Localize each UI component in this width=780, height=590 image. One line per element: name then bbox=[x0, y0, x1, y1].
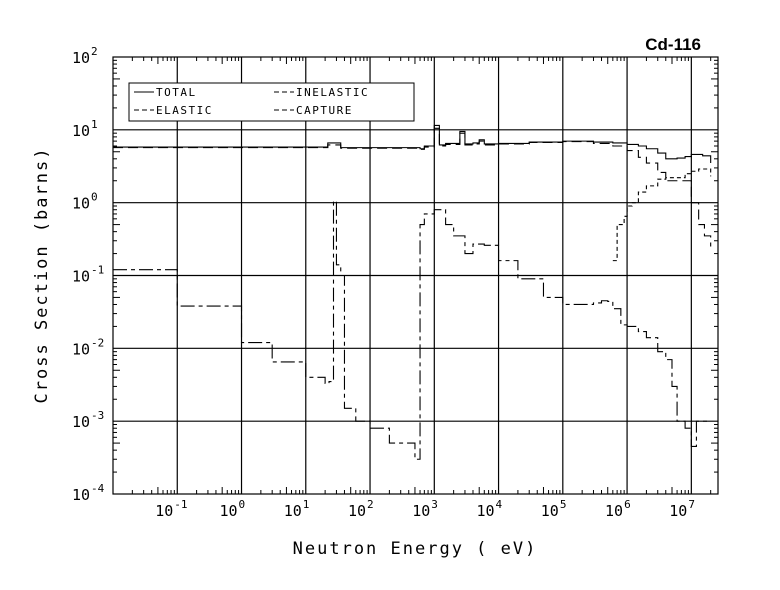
x-tick-exponent: 1 bbox=[303, 498, 310, 511]
x-tick-exponent: 6 bbox=[624, 498, 631, 511]
y-tick-exponent: -1 bbox=[91, 264, 104, 277]
y-tick-label: 10 bbox=[72, 486, 90, 504]
x-tick-exponent: 7 bbox=[688, 498, 695, 511]
series-total bbox=[113, 124, 712, 164]
x-tick-label: 10 bbox=[348, 502, 366, 520]
plot-frame bbox=[112, 56, 719, 495]
y-tick-label: 10 bbox=[72, 268, 90, 286]
y-tick-exponent: -3 bbox=[91, 409, 104, 422]
legend-label-elastic: ELASTIC bbox=[156, 104, 213, 117]
y-axis-label: Cross Section (barns) bbox=[32, 147, 52, 404]
series-elastic bbox=[113, 127, 712, 247]
x-tick-exponent: 2 bbox=[367, 498, 374, 511]
y-tick-exponent: 2 bbox=[91, 45, 98, 58]
y-tick-exponent: 0 bbox=[91, 191, 98, 204]
x-tick-exponent: 4 bbox=[496, 498, 503, 511]
x-tick-label: 10 bbox=[541, 502, 559, 520]
x-tick-label: 10 bbox=[155, 502, 173, 520]
x-axis-label: Neutron Energy ( eV) bbox=[293, 539, 538, 559]
legend-label-total: TOTAL bbox=[156, 86, 197, 99]
x-tick-exponent: 5 bbox=[560, 498, 567, 511]
y-tick-label: 10 bbox=[72, 340, 90, 358]
x-tick-label: 10 bbox=[605, 502, 623, 520]
x-tick-label: 10 bbox=[476, 502, 494, 520]
axis-ticks: 10 -1 10 0 10 1 10 2 10 3 10 4 10 5 10 6 10 710 -410 -310 -2… bbox=[72, 45, 718, 520]
series-capture bbox=[113, 200, 711, 460]
y-tick-label: 10 bbox=[72, 195, 90, 213]
y-tick-label: 10 bbox=[72, 49, 90, 67]
x-tick-exponent: 3 bbox=[431, 498, 438, 511]
x-tick-label: 10 bbox=[412, 502, 430, 520]
y-tick-label: 10 bbox=[72, 413, 90, 431]
legend-box bbox=[128, 82, 415, 122]
y-tick-exponent: -2 bbox=[91, 336, 104, 349]
x-tick-exponent: 0 bbox=[239, 498, 246, 511]
x-tick-exponent: -1 bbox=[174, 498, 187, 511]
y-tick-exponent: 1 bbox=[91, 118, 98, 131]
x-tick-label: 10 bbox=[669, 502, 687, 520]
x-tick-label: 10 bbox=[219, 502, 237, 520]
chart-title: Cd-116 bbox=[645, 35, 701, 54]
x-tick-label: 10 bbox=[284, 502, 302, 520]
y-tick-exponent: -4 bbox=[91, 482, 105, 495]
series-group bbox=[113, 124, 712, 460]
y-tick-label: 10 bbox=[72, 122, 90, 140]
series-inelastic bbox=[612, 168, 712, 262]
legend: TOTAL ELASTIC INELASTIC CAPTURE bbox=[128, 82, 415, 122]
grid bbox=[113, 57, 718, 494]
legend-label-inelastic: INELASTIC bbox=[296, 86, 369, 99]
legend-label-capture: CAPTURE bbox=[296, 104, 353, 117]
